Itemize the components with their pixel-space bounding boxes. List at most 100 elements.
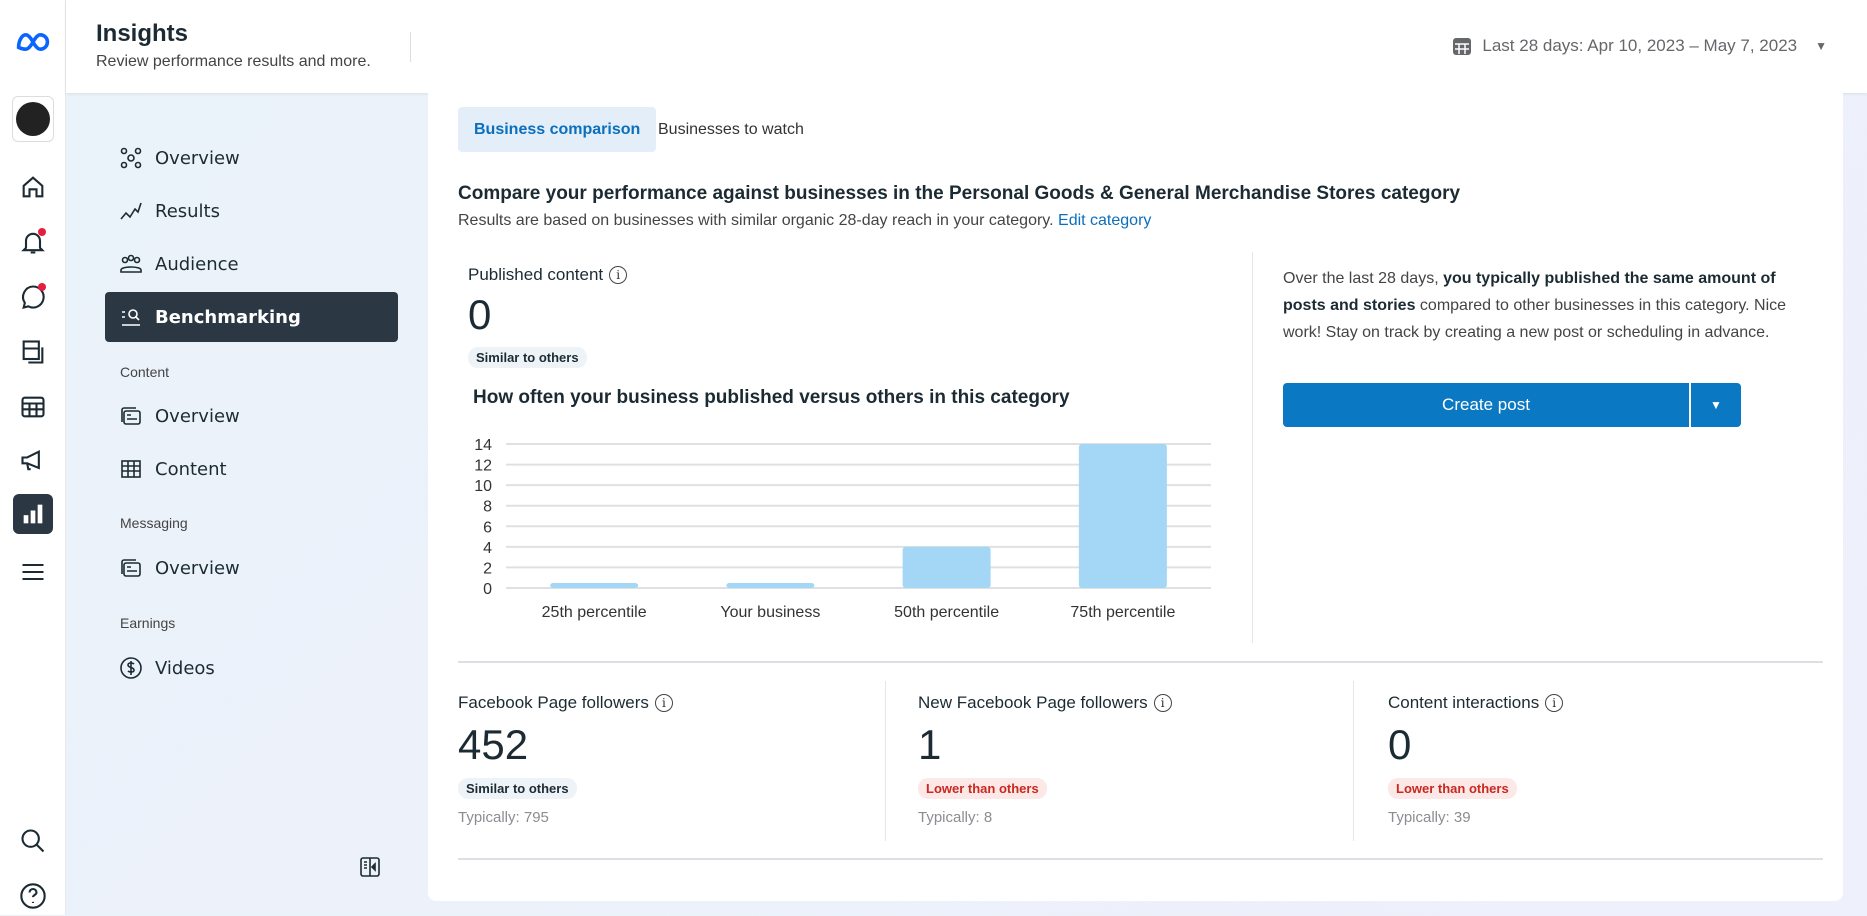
tab-businesses-to-watch[interactable]: Businesses to watch	[658, 120, 804, 138]
sidebar-item-audience[interactable]: Audience	[105, 239, 398, 289]
chart-title: How often your business published versus…	[473, 387, 1070, 408]
results-icon	[120, 202, 142, 220]
messages-icon[interactable]	[13, 277, 53, 317]
posts-icon[interactable]	[13, 332, 53, 372]
section-content: Content	[120, 364, 170, 380]
audience-icon	[120, 254, 142, 273]
sidebar-item-label: Overview	[155, 147, 240, 169]
sidebar-item-videos[interactable]: Videos	[105, 643, 398, 693]
typical-value: Typically: 39	[1388, 809, 1471, 826]
planner-icon[interactable]	[13, 387, 53, 427]
summary-post: compared to other businesses in this cat…	[1283, 297, 1787, 341]
comparison-subheading: Results are based on businesses with sim…	[458, 212, 1151, 230]
overview-icon	[120, 147, 142, 169]
status-badge: Lower than others	[918, 778, 1047, 799]
page-header: Insights Review performance results and …	[66, 0, 1867, 93]
comparison-heading: Compare your performance against busines…	[458, 183, 1461, 204]
y-tick-label: 4	[483, 540, 492, 557]
header-divider	[410, 32, 411, 62]
table-icon	[121, 460, 141, 478]
status-badge: Similar to others	[468, 347, 587, 368]
bar	[902, 546, 991, 588]
date-range-picker[interactable]: Last 28 days: Apr 10, 2023 – May 7, 2023…	[1452, 36, 1827, 56]
info-icon[interactable]: i	[654, 694, 673, 712]
subheading-text: Results are based on businesses with sim…	[458, 212, 1054, 229]
info-icon[interactable]: i	[609, 266, 628, 284]
sidebar-item-label: Results	[155, 200, 220, 222]
secondary-sidebar: Overview Results Audience Benchmarking C…	[66, 93, 428, 915]
stat-label: Content interactions i	[1388, 693, 1564, 713]
sidebar-item-label: Content	[155, 458, 227, 480]
divider	[458, 858, 1823, 860]
left-rail	[0, 0, 66, 915]
benchmarking-icon	[122, 309, 140, 326]
published-content-label: Published content i	[468, 265, 628, 285]
x-tick-label: Your business	[720, 604, 820, 621]
y-tick-label: 8	[483, 499, 492, 516]
stat-label-text: Content interactions	[1388, 693, 1540, 712]
sidebar-item-content-overview[interactable]: Overview	[105, 391, 398, 441]
create-post-button[interactable]: Create post	[1283, 383, 1691, 427]
collapse-sidebar-icon[interactable]	[358, 855, 382, 884]
benchmark-card: Business comparison Businesses to watch …	[428, 93, 1843, 901]
summary-text: Over the last 28 days, you typically pub…	[1283, 265, 1793, 346]
page-title: Insights	[96, 20, 189, 47]
stat-label: Facebook Page followers i	[458, 693, 673, 713]
content-overview-icon	[121, 407, 141, 425]
meta-logo-icon[interactable]	[13, 22, 53, 62]
y-tick-label: 10	[474, 478, 492, 495]
section-messaging: Messaging	[120, 515, 188, 531]
menu-icon[interactable]	[13, 552, 53, 592]
divider	[458, 661, 1823, 663]
x-tick-label: 25th percentile	[542, 604, 647, 621]
create-post-split-button: Create post ▼	[1283, 383, 1741, 427]
column-divider	[1252, 252, 1253, 643]
page-subtitle: Review performance results and more.	[96, 53, 371, 70]
summary-bold: you typically published the same amount …	[1283, 270, 1776, 314]
chevron-down-icon: ▼	[1815, 39, 1827, 53]
typical-value: Typically: 8	[918, 809, 993, 826]
sidebar-item-label: Videos	[155, 657, 215, 679]
notifications-icon[interactable]	[13, 222, 53, 262]
section-earnings: Earnings	[120, 615, 176, 631]
summary-pre: Over the last 28 days,	[1283, 270, 1444, 287]
y-tick-label: 14	[474, 437, 492, 454]
status-badge: Similar to others	[458, 778, 577, 799]
profile-avatar[interactable]	[12, 96, 54, 142]
published-chart: 0 2 4 6 8 10 12 14 25th percentile Your business 5…	[474, 437, 1211, 621]
sidebar-item-messaging-overview[interactable]: Overview	[105, 543, 398, 593]
edit-category-link[interactable]: Edit category	[1058, 212, 1152, 229]
column-divider	[885, 681, 886, 841]
sidebar-item-overview[interactable]: Overview	[105, 133, 398, 183]
typical-value: Typically: 795	[458, 809, 549, 826]
y-tick-label: 2	[483, 560, 492, 577]
date-range-label: Last 28 days: Apr 10, 2023 – May 7, 2023	[1482, 36, 1798, 55]
x-tick-label: 75th percentile	[1070, 604, 1175, 621]
stat-value: 0	[1388, 721, 1412, 768]
y-tick-label: 6	[483, 519, 492, 536]
x-tick-label: 50th percentile	[894, 604, 999, 621]
search-icon[interactable]	[13, 821, 53, 861]
stat-label-text: Facebook Page followers	[458, 693, 649, 712]
sidebar-item-label: Benchmarking	[155, 306, 301, 328]
stat-value: 1	[918, 721, 942, 768]
ads-icon[interactable]	[13, 441, 53, 481]
bar	[1078, 444, 1167, 588]
y-tick-label: 0	[483, 581, 492, 598]
stat-label-text: New Facebook Page followers	[918, 693, 1148, 712]
tab-business-comparison[interactable]: Business comparison	[458, 107, 657, 152]
create-post-dropdown-icon[interactable]: ▼	[1710, 398, 1722, 412]
calendar-icon	[1453, 38, 1472, 55]
column-divider	[1353, 681, 1354, 841]
help-icon[interactable]	[13, 876, 53, 916]
sidebar-item-results[interactable]: Results	[105, 186, 398, 236]
home-icon[interactable]	[13, 167, 53, 207]
published-content-value: 0	[468, 291, 492, 338]
info-icon[interactable]: i	[1153, 694, 1172, 712]
sidebar-item-benchmarking[interactable]: Benchmarking	[105, 292, 398, 342]
insights-icon[interactable]	[13, 494, 53, 534]
status-badge: Lower than others	[1388, 778, 1517, 799]
bar	[726, 583, 815, 588]
info-icon[interactable]: i	[1545, 694, 1564, 712]
sidebar-item-content[interactable]: Content	[105, 444, 398, 494]
